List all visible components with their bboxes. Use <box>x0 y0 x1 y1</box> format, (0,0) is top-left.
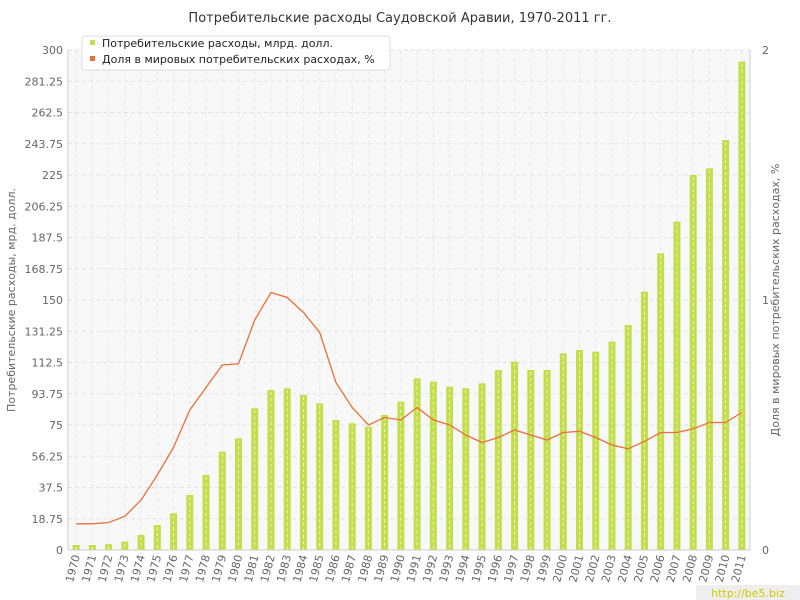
left-tick-label: 18.75 <box>32 513 64 526</box>
bar <box>153 525 161 550</box>
x-axis-ticks: 1970197119721973197419751976197719781979… <box>63 553 749 583</box>
bar <box>316 403 324 550</box>
legend-box <box>81 35 391 71</box>
left-tick-label: 187.5 <box>32 232 64 245</box>
bar <box>364 426 372 550</box>
left-axis-ticks: 0 18.75 37.5 56.25 75 93.75 112.5 131.25 150 168.… <box>25 44 64 557</box>
left-tick-label: 75 <box>49 419 63 432</box>
left-tick-label: 56.25 <box>32 450 64 463</box>
chart-title: Потребительские расходы Саудовской Арави… <box>188 11 611 26</box>
left-tick-label: 243.75 <box>25 138 64 151</box>
left-tick-label: 281.25 <box>25 75 64 88</box>
left-tick-label: 262.5 <box>32 107 64 120</box>
bar-series <box>72 61 746 551</box>
watermark-box <box>696 585 800 600</box>
left-tick-label: 300 <box>42 44 63 57</box>
watermark-text: http://be5.biz <box>711 587 785 600</box>
left-tick-label: 131.25 <box>25 325 64 338</box>
right-axis-title: Доля в мировых потребительских расходах,… <box>769 164 782 437</box>
legend-line-label: Доля в мировых потребительских расходах,… <box>102 53 375 66</box>
right-tick-label: 1 <box>762 294 769 307</box>
bar <box>527 370 535 550</box>
right-tick-label: 2 <box>762 44 769 57</box>
left-tick-label: 93.75 <box>32 388 64 401</box>
legend-line-swatch <box>90 56 95 61</box>
left-tick-label: 0 <box>56 544 63 557</box>
bar <box>478 383 486 550</box>
left-tick-label: 206.25 <box>25 200 64 213</box>
bar <box>543 370 551 550</box>
legend-bar-label: Потребительские расходы, млрд. долл. <box>102 37 333 50</box>
bar <box>381 415 389 550</box>
bar <box>137 535 145 550</box>
bar <box>689 175 697 550</box>
bar <box>235 438 242 550</box>
share-line <box>76 291 743 525</box>
right-tick-label: 0 <box>762 544 769 557</box>
bar <box>170 513 178 550</box>
bar <box>722 140 730 550</box>
left-tick-label: 150 <box>42 294 63 307</box>
bar <box>413 378 421 550</box>
left-axis-title: Потребительские расходы, мрд. долл. <box>5 188 18 412</box>
legend-bar-swatch <box>90 40 95 45</box>
bar <box>202 475 210 550</box>
left-tick-label: 168.75 <box>25 263 64 276</box>
watermark: http://be5.biz <box>696 585 800 600</box>
bar <box>218 451 226 550</box>
right-axis-ticks: 0 1 2 <box>762 44 769 557</box>
left-tick-label: 112.5 <box>32 357 64 370</box>
line-series <box>76 291 743 525</box>
bar <box>429 381 437 550</box>
bar <box>299 395 307 550</box>
left-tick-label: 37.5 <box>39 482 64 495</box>
legend: Потребительские расходы, млрд. долл. Дол… <box>81 35 391 71</box>
left-tick-label: 225 <box>42 169 63 182</box>
bar <box>494 370 502 550</box>
